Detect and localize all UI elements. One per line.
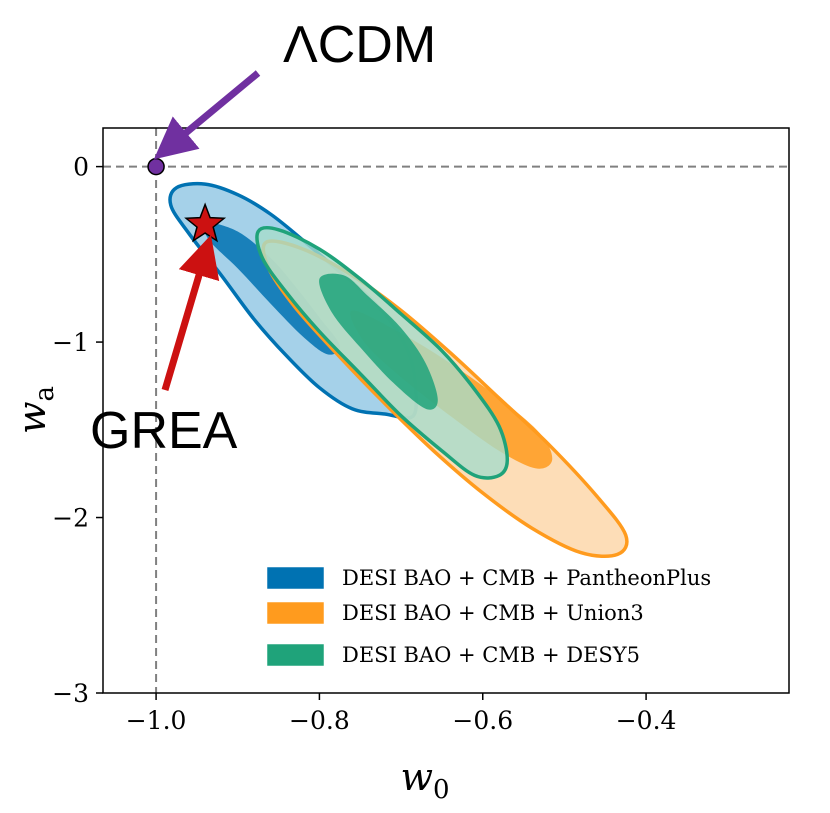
legend-label-2: DESI BAO + CMB + Union3 bbox=[342, 601, 644, 625]
contour-series-3 bbox=[255, 226, 510, 480]
y-tick-label: −3 bbox=[52, 679, 89, 708]
legend-swatch-3 bbox=[267, 644, 324, 666]
x-tick-label: −1.0 bbox=[126, 706, 187, 735]
y-tick-label: −1 bbox=[52, 328, 89, 357]
x-axis-label: w0 bbox=[400, 755, 449, 805]
lcdm-point bbox=[147, 157, 165, 176]
y-tick-label: −2 bbox=[52, 504, 89, 533]
lcdm-annotation: ΛCDM bbox=[283, 16, 436, 74]
reference-lines bbox=[103, 128, 789, 693]
x-axis-ticks: −1.0 −0.8 −0.6 −0.4 bbox=[126, 693, 677, 735]
grea-point bbox=[184, 202, 227, 243]
legend-label-1: DESI BAO + CMB + PantheonPlus bbox=[342, 566, 711, 590]
legend: DESI BAO + CMB + PantheonPlus DESI BAO + … bbox=[267, 566, 711, 667]
y-axis-label: wa bbox=[10, 386, 60, 434]
legend-swatch-2 bbox=[267, 602, 324, 624]
grea-arrow bbox=[161, 234, 220, 391]
legend-label-3: DESI BAO + CMB + DESY5 bbox=[342, 643, 640, 667]
x-tick-label: −0.6 bbox=[452, 706, 513, 735]
x-tick-label: −0.4 bbox=[616, 706, 677, 735]
y-tick-label: 0 bbox=[73, 153, 89, 182]
plot-frame bbox=[102, 127, 790, 694]
x-tick-label: −0.8 bbox=[289, 706, 350, 735]
lcdm-arrow bbox=[153, 70, 261, 160]
contour-layer bbox=[168, 181, 629, 559]
contour-inner-3 bbox=[319, 273, 438, 410]
y-axis-ticks: 0 −1 −2 −3 bbox=[52, 153, 103, 708]
legend-swatch-1 bbox=[267, 567, 324, 589]
grea-annotation: GREA bbox=[90, 402, 238, 460]
